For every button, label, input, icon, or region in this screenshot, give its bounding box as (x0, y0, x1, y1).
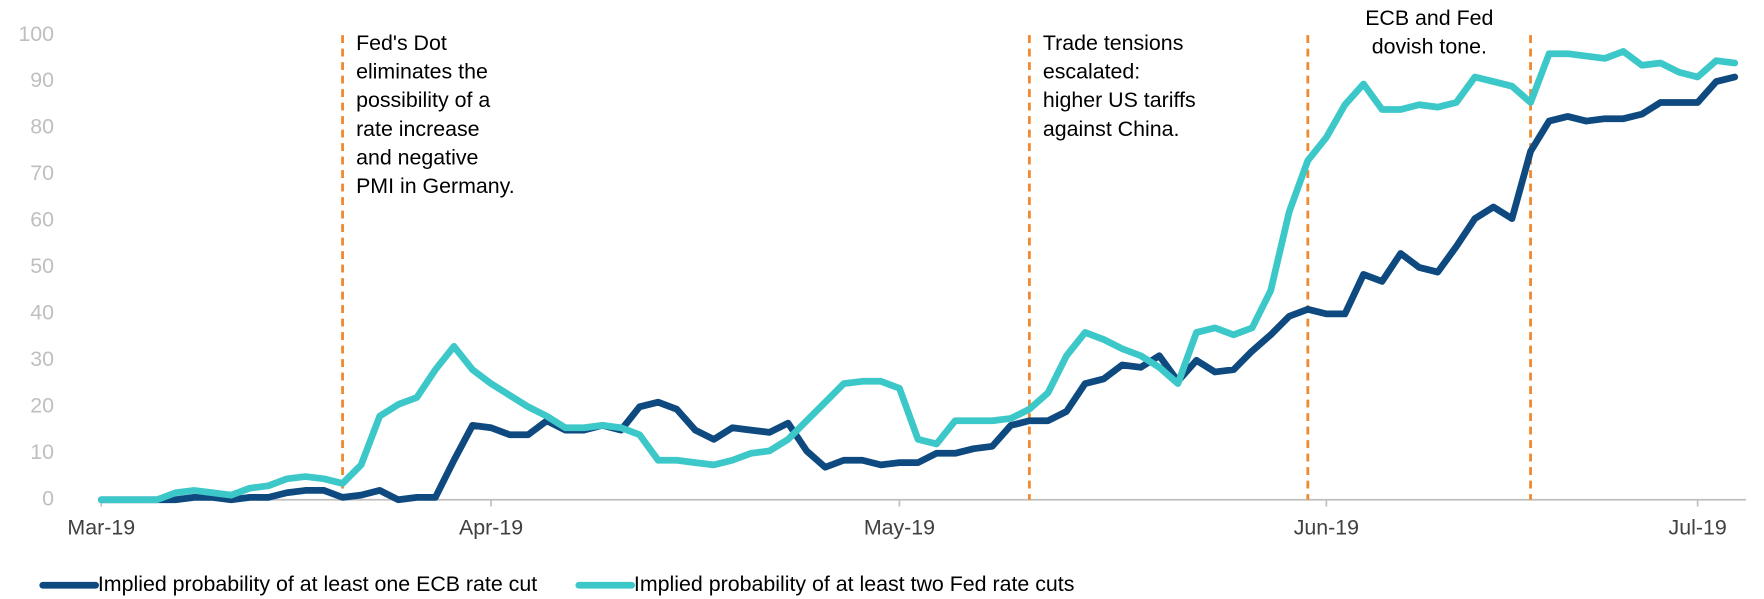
y-tick-label: 20 (30, 393, 54, 417)
annotation-text: against China. (1043, 117, 1180, 141)
annotation-text: rate increase (356, 117, 479, 141)
y-tick-label: 0 (42, 486, 54, 510)
annotation-text: and negative (356, 146, 478, 170)
y-tick-label: 40 (30, 301, 54, 325)
annotation-text: escalated: (1043, 59, 1140, 83)
y-tick-label: 60 (30, 208, 54, 232)
y-tick-label: 50 (30, 254, 54, 278)
annotation-text: higher US tariffs (1043, 88, 1196, 112)
annotation-text: Fed's Dot (356, 31, 447, 55)
x-tick-label: Jul-19 (1669, 516, 1727, 540)
y-tick-label: 10 (30, 440, 54, 464)
series-line (97, 73, 1739, 504)
annotation-text: Trade tensions (1043, 31, 1184, 55)
y-tick-label: 30 (30, 347, 54, 371)
annotation-text: dovish tone. (1372, 35, 1487, 59)
annotation-text: eliminates the (356, 59, 488, 83)
series-line (97, 48, 1739, 504)
legend-label: Implied probability of at least two Fed … (634, 572, 1074, 596)
y-tick-label: 100 (18, 22, 54, 46)
x-tick-label: Mar-19 (67, 516, 135, 540)
x-tick-label: May-19 (864, 516, 935, 540)
x-tick-label: Apr-19 (459, 516, 523, 540)
y-tick-label: 70 (30, 161, 54, 185)
y-tick-label: 90 (30, 68, 54, 92)
x-tick-label: Jun-19 (1294, 516, 1359, 540)
y-tick-label: 80 (30, 115, 54, 139)
annotation-text: possibility of a (356, 88, 490, 112)
annotation-text: ECB and Fed (1365, 6, 1493, 30)
annotation-text: PMI in Germany. (356, 174, 515, 198)
legend-label: Implied probability of at least one ECB … (98, 572, 537, 596)
